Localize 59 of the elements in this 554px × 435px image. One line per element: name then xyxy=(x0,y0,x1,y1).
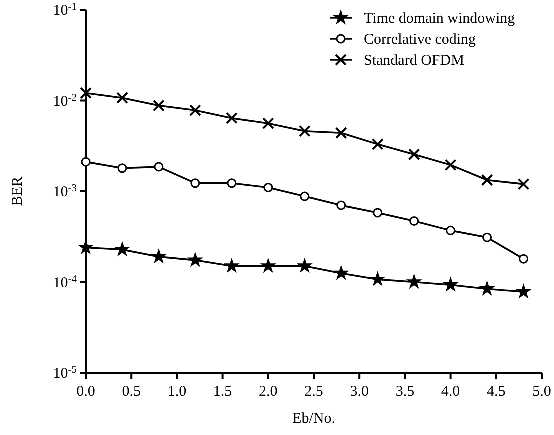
point xyxy=(262,118,274,130)
x-tick-label: 3.5 xyxy=(396,384,415,400)
point xyxy=(190,178,200,188)
point xyxy=(81,157,91,167)
x-axis-title: Eb/No. xyxy=(292,411,336,427)
x-tick-label: 2.0 xyxy=(259,384,278,400)
x-tick-label: 3.0 xyxy=(350,384,369,400)
point xyxy=(408,148,420,161)
point xyxy=(224,258,240,274)
point xyxy=(336,200,346,210)
point xyxy=(479,280,496,296)
point xyxy=(187,252,204,268)
point xyxy=(444,159,457,172)
point xyxy=(518,178,530,190)
y-tick-label: 10$^{-1}$ xyxy=(53,2,77,19)
point xyxy=(296,258,313,274)
legend-label: Time domain windowing xyxy=(364,11,516,27)
point xyxy=(410,216,420,226)
x-tick-label: 2.5 xyxy=(304,384,324,400)
y-tick-label: 10$^{-4}$ xyxy=(53,274,78,292)
point xyxy=(516,284,532,299)
point xyxy=(335,127,348,140)
x-tick-label: 4.0 xyxy=(441,384,460,400)
y-tick-label: 10$^{-3}$ xyxy=(53,183,77,200)
point xyxy=(226,112,238,124)
point xyxy=(373,208,383,218)
x-tick-label: 1.5 xyxy=(213,384,232,400)
legend-label: Standard OFDM xyxy=(364,53,464,69)
point xyxy=(370,271,386,286)
x-tick-label: 4.5 xyxy=(487,384,506,400)
point xyxy=(519,254,529,264)
point xyxy=(264,182,274,192)
point xyxy=(189,104,202,117)
point xyxy=(300,192,310,202)
x-tick-label: 0.5 xyxy=(122,384,141,400)
x-tick-label: 0.0 xyxy=(76,384,96,400)
point xyxy=(152,100,165,112)
point xyxy=(80,87,92,100)
point xyxy=(227,178,237,188)
x-tick-label: 5.0 xyxy=(532,384,552,400)
legend-label: Correlative coding xyxy=(364,32,477,48)
point xyxy=(481,174,494,186)
point xyxy=(333,265,350,280)
x-tick-label: 1.0 xyxy=(168,384,187,400)
point xyxy=(118,164,128,174)
point xyxy=(406,274,422,290)
y-axis-title: BER xyxy=(10,176,26,206)
point xyxy=(116,92,128,104)
point xyxy=(446,226,456,236)
point xyxy=(298,125,311,138)
point xyxy=(150,248,167,264)
point xyxy=(372,138,384,150)
point xyxy=(260,258,276,274)
point xyxy=(114,241,131,257)
point xyxy=(442,276,459,292)
y-tick-label: 10$^{-2}$ xyxy=(53,92,77,110)
point xyxy=(482,232,492,242)
y-tick-label: 10$^{-5}$ xyxy=(53,364,77,382)
point xyxy=(154,162,164,172)
